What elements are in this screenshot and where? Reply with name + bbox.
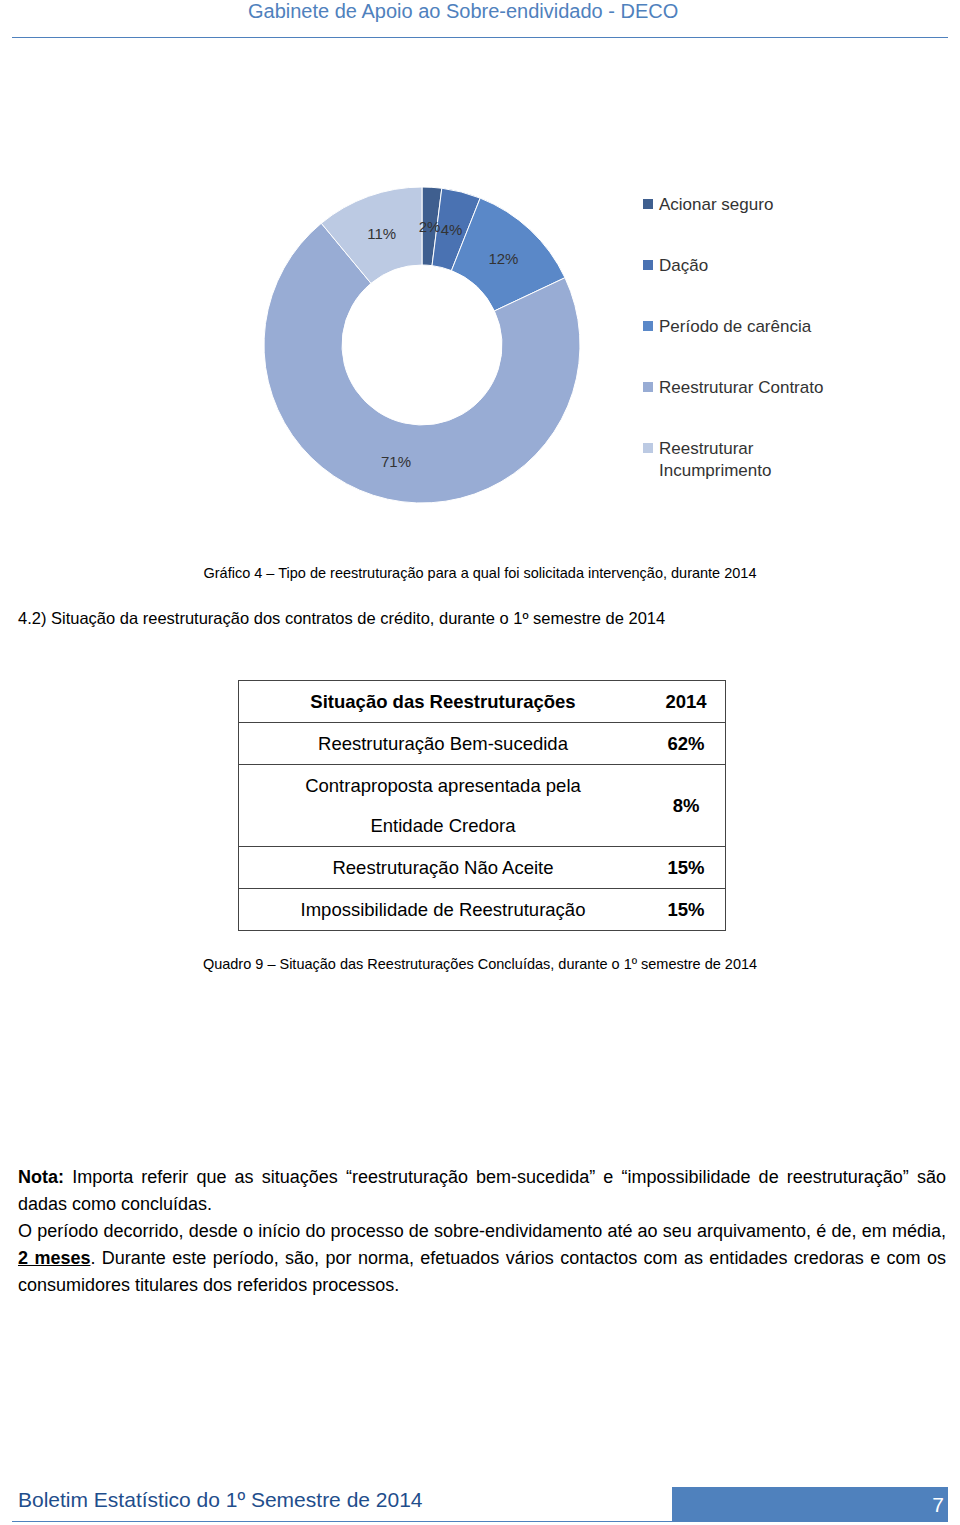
html-text:2 meses. Durante este período,: 2 meses. Durante este período, são, por …: [18, 1248, 946, 1295]
svg-text:4%: 4%: [441, 221, 463, 238]
svg-text:12%: 12%: [488, 250, 518, 267]
html-text:Reestruturação Bem-sucedida: Reestruturação Bem-sucedida: [318, 732, 568, 754]
html-text:Período de carência: Período de carência: [659, 317, 812, 336]
svg-text:2%: 2%: [419, 218, 441, 235]
html-text:15%: 15%: [667, 856, 705, 878]
html-text:Reestruturar Contrato: Reestruturar Contrato: [659, 378, 824, 397]
html-text:Impossibilidade de Reestrutura: Impossibilidade de Reestruturação: [300, 898, 586, 920]
html-text:Reestruturação Não Aceite: Reestruturação Não Aceite: [332, 856, 554, 878]
html-text:15%: 15%: [667, 898, 705, 920]
html-text:4.2) Situação da reestruturaçã: 4.2) Situação da reestruturação dos cont…: [18, 609, 666, 627]
html-text:Nota:: Nota:: [18, 1167, 64, 1187]
svg-text:71%: 71%: [381, 453, 411, 470]
html-text:Gabinete de Apoio ao Sobre-end: Gabinete de Apoio ao Sobre-endividado - …: [248, 0, 679, 22]
html-text:Reestruturar Incumprimento: Reestruturar Incumprimento: [659, 439, 772, 480]
svg-text:11%: 11%: [367, 225, 396, 242]
html-text:7: 7: [932, 1493, 944, 1516]
html-text:8%: 8%: [672, 794, 700, 816]
html-text:Gráfico 4 – Tipo de reestrutur: Gráfico 4 – Tipo de reestruturação para …: [203, 565, 757, 581]
html-text:2014: 2014: [665, 690, 707, 712]
html-text:O período decorrido, desde o i: O período decorrido, desde o início do p…: [18, 1221, 946, 1241]
html-text:Boletim Estatístico do 1º Seme: Boletim Estatístico do 1º Semestre de 20…: [18, 1488, 423, 1511]
html-text:Dação: Dação: [659, 256, 709, 275]
html-text:Importa referir que as situaçõ: Importa referir que as situações “reestr…: [18, 1167, 946, 1214]
html-text:62%: 62%: [667, 732, 705, 754]
html-text:Quadro 9 – Situação das Reestr: Quadro 9 – Situação das Reestruturações …: [202, 956, 758, 972]
html-text:Contraproposta apresentada pel: Contraproposta apresentada pela Entidade…: [305, 774, 581, 836]
html-text:Acionar seguro: Acionar seguro: [659, 195, 774, 214]
html-text:Situação das Reestruturações: Situação das Reestruturações: [310, 690, 576, 712]
